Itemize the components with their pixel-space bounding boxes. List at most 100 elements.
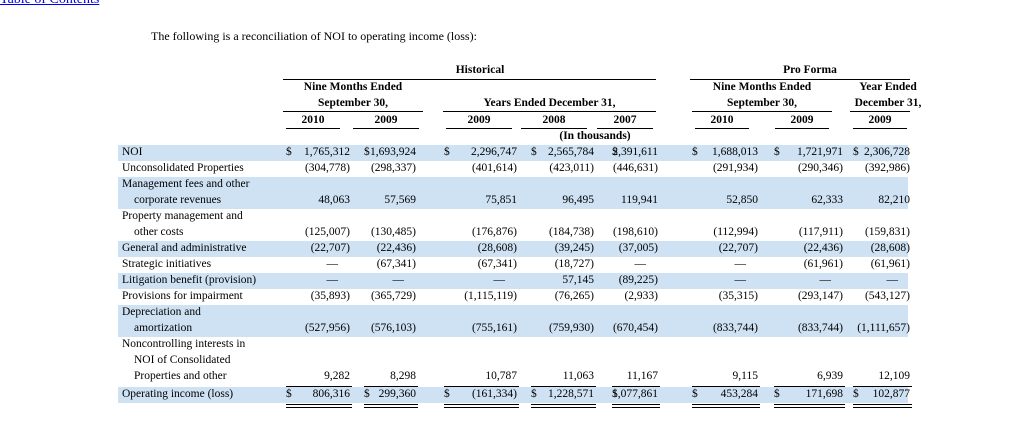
currency-symbol: $ (692, 388, 698, 400)
currency-symbol: $ (364, 388, 370, 400)
table-cell: (61,961) (803, 258, 843, 270)
row-label: Management fees and other (122, 178, 250, 190)
table-cell: (543,127) (864, 290, 910, 302)
table-cell: — (493, 274, 506, 286)
row-shading (118, 241, 908, 257)
table-cell: (67,341) (477, 258, 517, 270)
row-label: Operating income (loss) (122, 388, 234, 400)
historical-header: Historical (455, 64, 505, 76)
table-cell: (759,930) (548, 322, 594, 334)
table-cell: 2,391,611 (612, 146, 658, 158)
year-rule (286, 128, 340, 129)
row-label: NOI (122, 146, 143, 158)
table-cell: (89,225) (618, 274, 658, 286)
table-cell: (112,994) (713, 226, 758, 238)
table-cell: (22,707) (718, 242, 758, 254)
table-cell: (293,147) (797, 290, 843, 302)
year-rule (446, 128, 512, 129)
currency-symbol: $ (531, 388, 537, 400)
currency-symbol: $ (853, 146, 859, 158)
row-shading (118, 321, 908, 337)
row-label: Depreciation and (122, 306, 201, 318)
currency-symbol: $ (364, 146, 370, 158)
table-cell: 96,495 (562, 194, 594, 206)
year-header: 2007 (613, 114, 637, 126)
total-double-rule (531, 407, 596, 408)
table-cell: (117,911) (798, 226, 843, 238)
table-cell: (130,485) (370, 226, 416, 238)
year-header: 2009 (467, 114, 491, 126)
table-cell: — (734, 274, 747, 286)
table-cell: (291,934) (712, 162, 758, 174)
pf-nine-months-rule (692, 111, 832, 112)
table-cell: (37,005) (618, 242, 658, 254)
table-cell: — (634, 258, 647, 270)
year-rule (775, 128, 829, 129)
table-cell: 2,296,747 (471, 146, 517, 158)
pf-nine-months-header: Nine Months Ended (712, 81, 812, 93)
table-cell: 57,569 (384, 194, 416, 206)
subtotal-rule (364, 386, 418, 387)
table-cell: 12,109 (878, 370, 910, 382)
table-cell: (35,315) (718, 290, 758, 302)
year-header: 2009 (868, 114, 892, 126)
row-shading (118, 193, 908, 209)
table-cell: (159,831) (864, 226, 910, 238)
table-cell: 2,306,728 (864, 146, 910, 158)
table-cell: 1,721,971 (797, 146, 843, 158)
row-label: NOI of Consolidated (134, 354, 231, 366)
currency-symbol: $ (444, 146, 450, 158)
year-rule (853, 128, 907, 129)
table-cell: 119,941 (621, 194, 658, 206)
table-cell: 2,565,784 (548, 146, 594, 158)
row-label: Properties and other (134, 370, 227, 382)
subtotal-rule (444, 386, 519, 387)
table-cell: 9,282 (324, 370, 350, 382)
table-cell: (304,778) (304, 162, 350, 174)
september-30-header: September 30, (317, 97, 389, 109)
table-cell: (576,103) (370, 322, 416, 334)
table-cell: (22,436) (803, 242, 843, 254)
table-cell: (35,893) (310, 290, 350, 302)
total-double-rule (364, 407, 418, 408)
table-cell: 6,939 (817, 370, 843, 382)
table-cell: 1,688,013 (712, 146, 758, 158)
years-ended-header: Years Ended December 31, (483, 97, 616, 109)
year-header: 2010 (710, 114, 734, 126)
table-cell: 1,693,924 (370, 146, 416, 158)
total-double-rule (364, 404, 418, 405)
row-label: Provisions for impairment (122, 290, 243, 302)
row-label: General and administrative (122, 242, 247, 254)
currency-symbol: $ (612, 388, 618, 400)
december-31-header: December 31, (854, 97, 922, 109)
currency-symbol: $ (286, 388, 292, 400)
table-cell: 453,284 (720, 388, 758, 400)
table-cell: (67,341) (376, 258, 416, 270)
table-cell: (76,265) (554, 290, 594, 302)
intro-text: The following is a reconciliation of NOI… (151, 29, 477, 43)
table-cell: — (326, 274, 339, 286)
nine-months-header: Nine Months Ended (303, 81, 403, 93)
table-cell: (28,608) (870, 242, 910, 254)
table-cell: (670,454) (612, 322, 658, 334)
currency-symbol: $ (286, 146, 292, 158)
year-ended-header: Year Ended (859, 81, 917, 93)
table-cell: (527,956) (304, 322, 350, 334)
table-cell: 9,115 (732, 370, 758, 382)
subtotal-rule (853, 386, 912, 387)
table-cell: (28,608) (477, 242, 517, 254)
table-cell: (125,007) (304, 226, 350, 238)
row-shading (118, 177, 908, 193)
subtotal-rule (531, 386, 596, 387)
row-label: amortization (134, 322, 193, 334)
table-cell: (18,727) (554, 258, 594, 270)
table-cell: (22,707) (310, 242, 350, 254)
table-cell: — (734, 258, 747, 270)
row-label: Litigation benefit (provision) (122, 274, 257, 286)
table-cell: (833,744) (712, 322, 758, 334)
table-cell: 299,360 (378, 388, 416, 400)
year-rule (521, 128, 587, 129)
table-of-contents-link[interactable]: Table of Contents (0, 0, 99, 8)
table-cell: (1,111,657) (857, 322, 910, 334)
table-cell: — (326, 258, 339, 270)
